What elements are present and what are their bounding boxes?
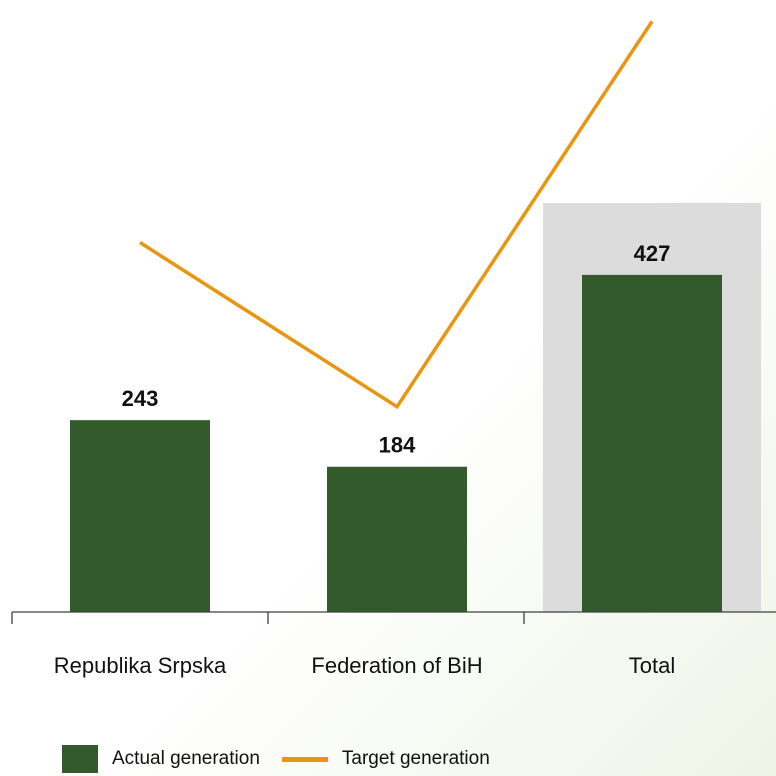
legend-swatch-target <box>281 756 328 762</box>
bar-republika-srpska <box>70 420 210 612</box>
legend-swatch-actual <box>62 745 98 773</box>
category-label-federation-of-bih: Federation of BiH <box>311 653 482 678</box>
value-label-total: 427 <box>634 241 671 266</box>
labels-layer: 243 184 427 Republika Srpska Federation of B… <box>54 241 675 678</box>
category-label-republika-srpska: Republika Srpska <box>54 653 227 678</box>
value-label-federation-of-bih: 184 <box>379 433 416 458</box>
legend-item-target: Target generation <box>281 748 490 770</box>
legend-label-actual: Actual generation <box>112 748 260 769</box>
line-layer <box>139 20 654 410</box>
bar-total <box>582 274 722 612</box>
bars-layer <box>70 274 722 612</box>
category-label-total: Total <box>629 653 675 678</box>
bar-federation-of-bih <box>327 466 467 612</box>
legend-label-target: Target generation <box>341 748 490 769</box>
x-axis <box>11 611 776 624</box>
line-target-generation <box>139 20 654 410</box>
legend-item-actual: Actual generation <box>62 745 260 773</box>
value-label-republika-srpska: 243 <box>122 386 159 411</box>
legend: Actual generation Target generation <box>62 744 512 774</box>
